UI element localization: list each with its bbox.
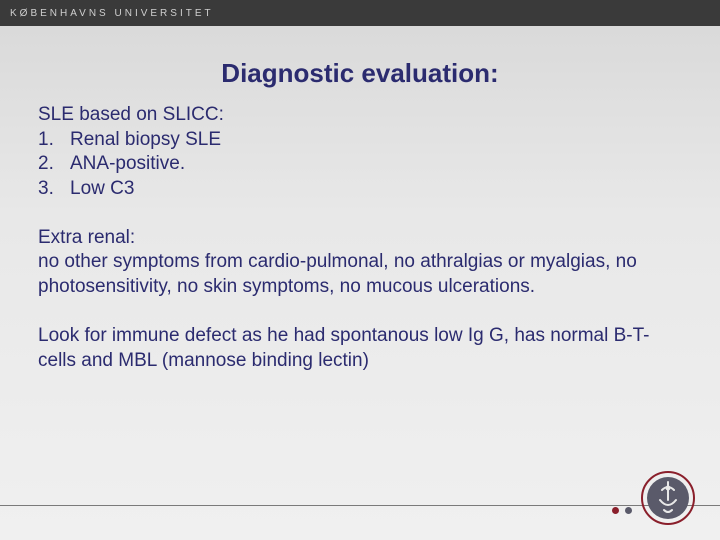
dot-icon bbox=[625, 507, 632, 514]
university-name: KØBENHAVNS UNIVERSITET bbox=[10, 8, 214, 19]
slicc-intro: SLE based on SLICC: bbox=[38, 103, 682, 128]
extra-renal-body: no other symptoms from cardio-pulmonal, … bbox=[38, 250, 682, 299]
list-number: 2. bbox=[38, 152, 70, 177]
slicc-section: SLE based on SLICC: 1. Renal biopsy SLE … bbox=[38, 103, 682, 202]
slide-content: Diagnostic evaluation: SLE based on SLIC… bbox=[0, 26, 720, 373]
list-number: 1. bbox=[38, 128, 70, 153]
list-item: 2. ANA-positive. bbox=[38, 152, 682, 177]
list-text: Renal biopsy SLE bbox=[70, 128, 221, 153]
header-bar: KØBENHAVNS UNIVERSITET bbox=[0, 0, 720, 26]
extra-renal-section: Extra renal: no other symptoms from card… bbox=[38, 226, 682, 300]
immune-section: Look for immune defect as he had spontan… bbox=[38, 324, 682, 373]
list-item: 3. Low C3 bbox=[38, 177, 682, 202]
decorative-dots bbox=[612, 507, 632, 514]
dot-icon bbox=[612, 507, 619, 514]
extra-renal-heading: Extra renal: bbox=[38, 226, 682, 251]
list-number: 3. bbox=[38, 177, 70, 202]
footer-divider bbox=[0, 505, 720, 506]
list-text: Low C3 bbox=[70, 177, 134, 202]
list-item: 1. Renal biopsy SLE bbox=[38, 128, 682, 153]
university-seal-icon bbox=[640, 470, 696, 526]
slide-title: Diagnostic evaluation: bbox=[38, 58, 682, 89]
list-text: ANA-positive. bbox=[70, 152, 185, 177]
